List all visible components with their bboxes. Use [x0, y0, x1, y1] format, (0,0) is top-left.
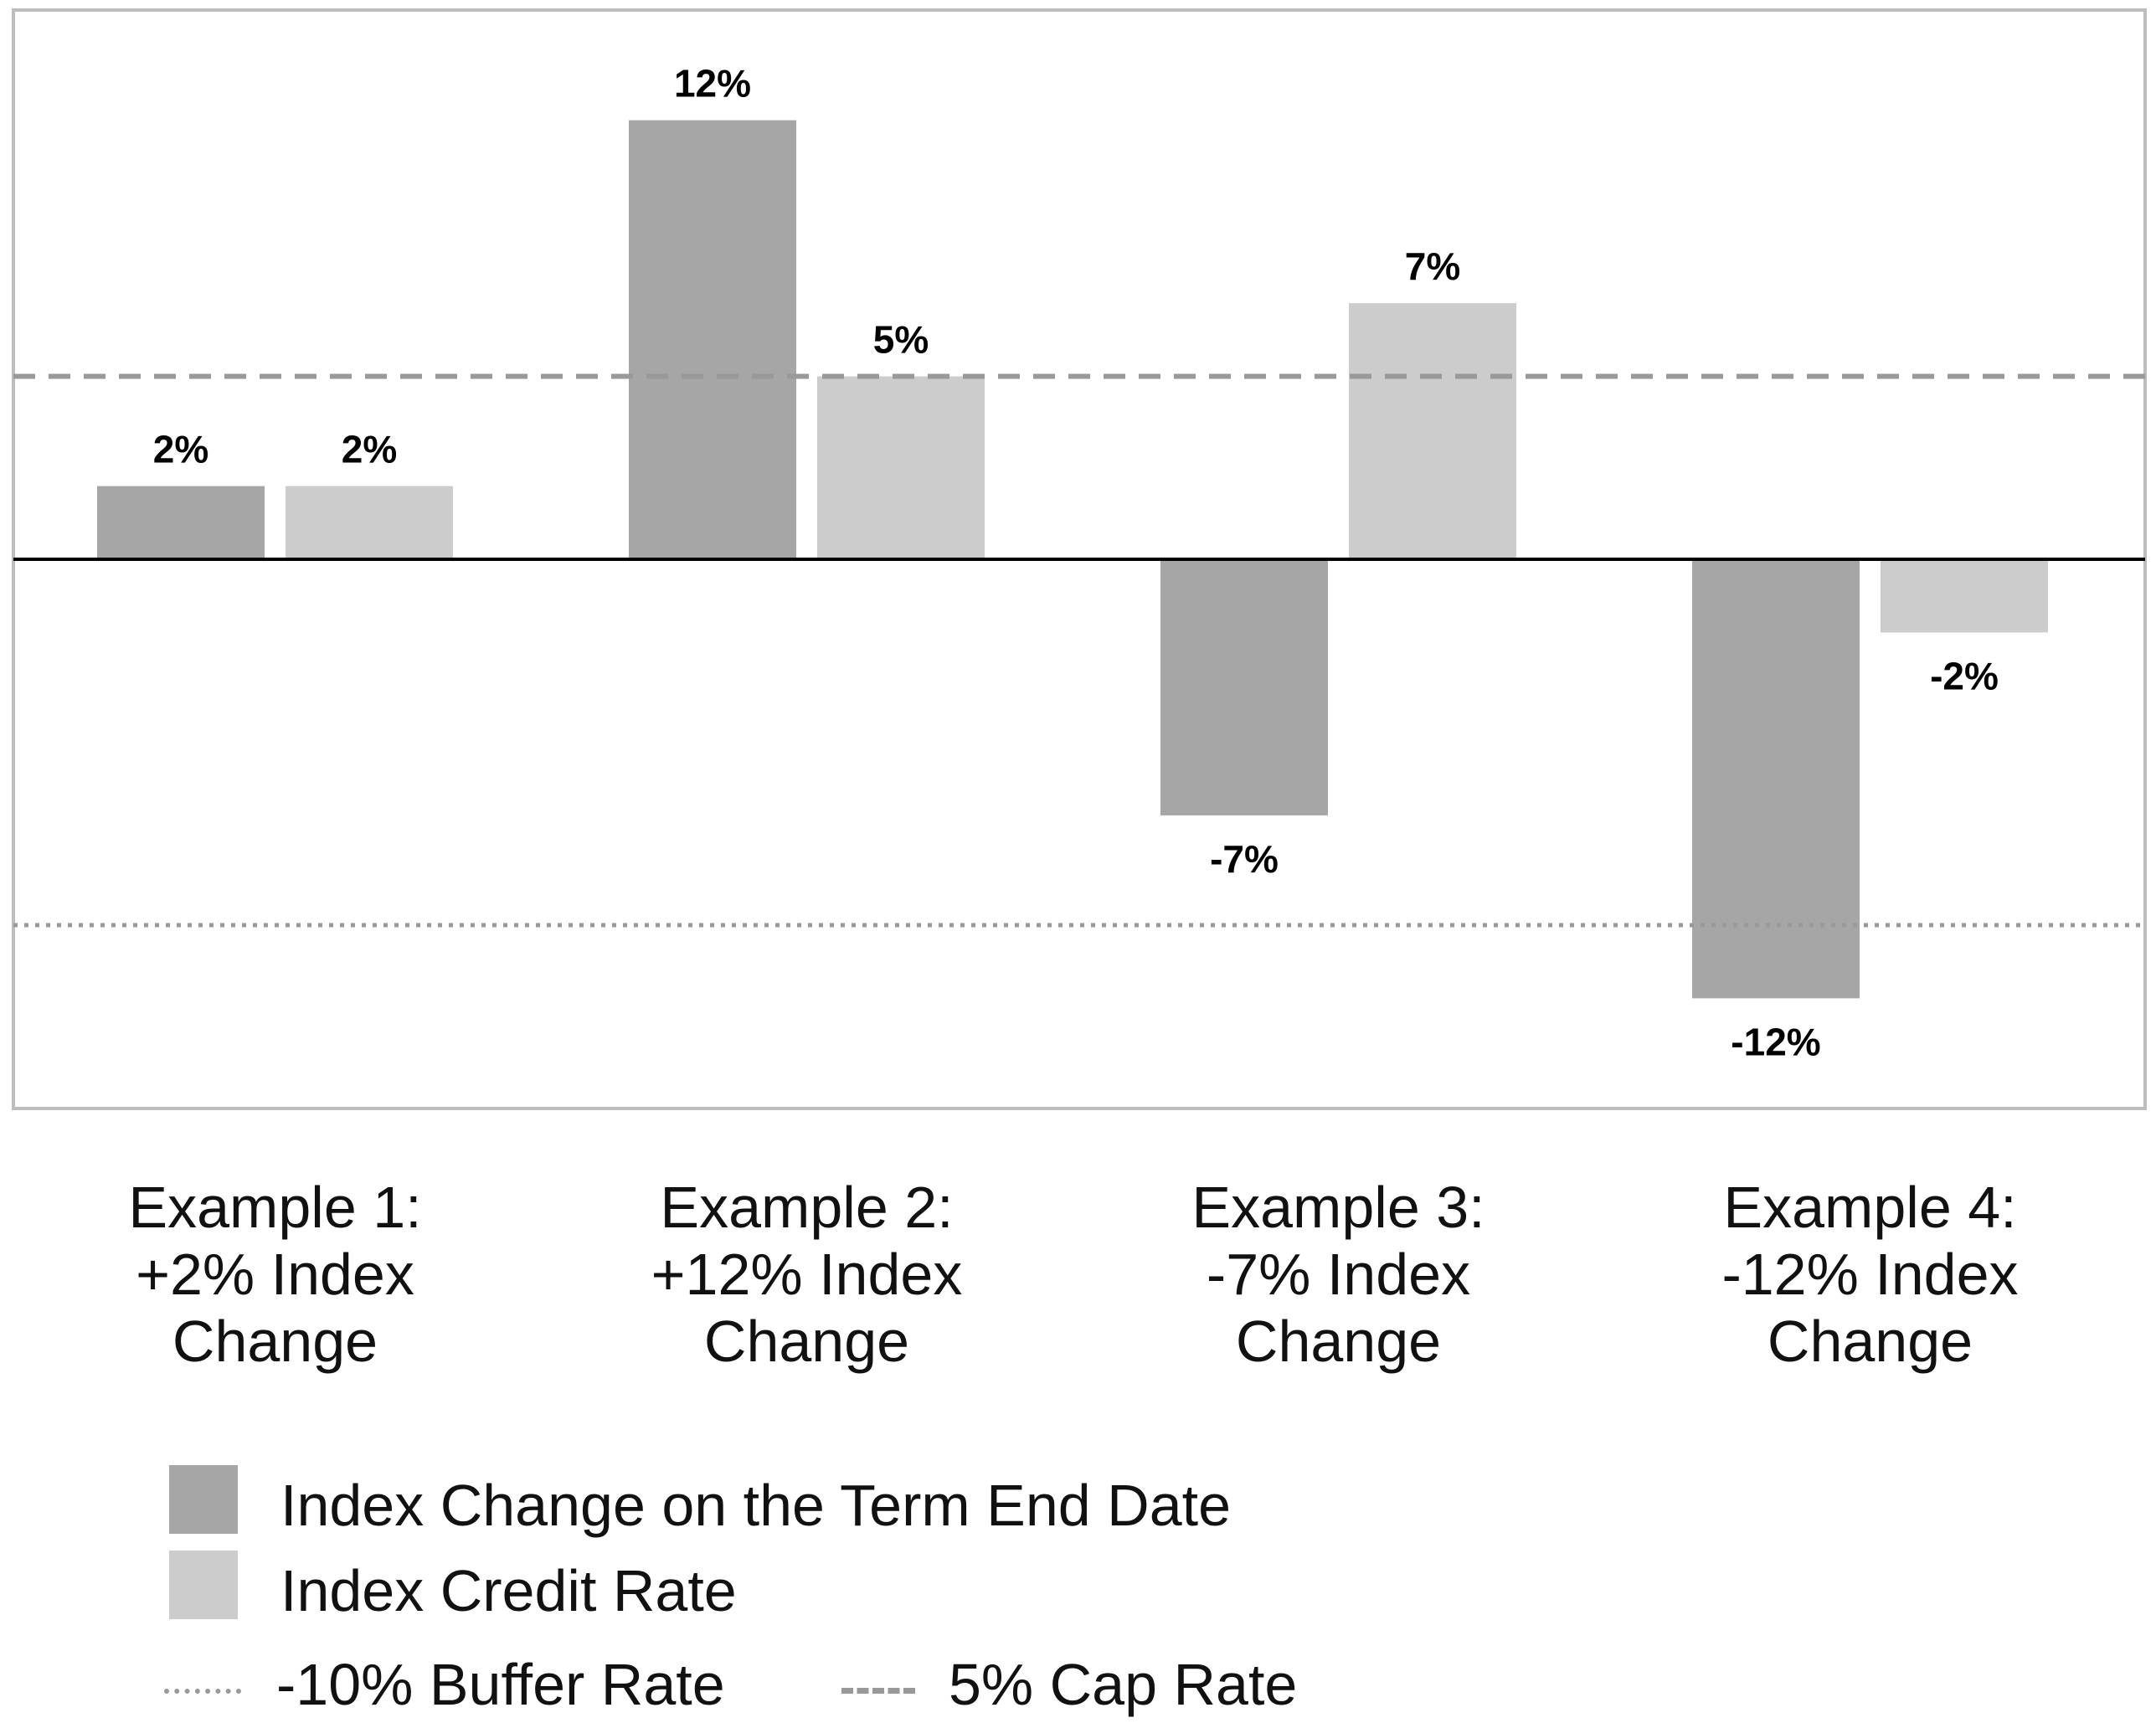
data-label-series2-cat3: 7% — [1405, 244, 1460, 288]
legend-dotted-line-icon — [164, 1689, 241, 1694]
legend-label-index-credit: Index Credit Rate — [280, 1558, 737, 1623]
category-label-4: Example 4: -12% Index Change — [1721, 1175, 2019, 1374]
bar-series1-cat3 — [1160, 559, 1328, 815]
data-label-series2-cat1: 2% — [342, 428, 397, 471]
legend-label-index-change: Index Change on the Term End Date — [280, 1473, 1232, 1538]
data-label-series1-cat2: 12% — [674, 62, 751, 105]
bar-series2-cat3 — [1349, 303, 1516, 559]
legend-swatch-index-change — [169, 1465, 238, 1534]
category-label-1: Example 1: +2% Index Change — [128, 1175, 422, 1374]
legend-label-buffer-rate: -10% Buffer Rate — [276, 1652, 725, 1717]
data-label-series1-cat4: -12% — [1731, 1020, 1820, 1063]
data-label-series2-cat4: -2% — [1930, 654, 1999, 697]
legend-swatch-index-credit — [169, 1551, 238, 1619]
bar-series2-cat1 — [286, 486, 453, 559]
bars-layer — [97, 120, 2048, 999]
category-label-3: Example 3: -7% Index Change — [1191, 1175, 1485, 1374]
data-label-series1-cat3: -7% — [1210, 837, 1279, 881]
bar-series2-cat4 — [1881, 559, 2048, 633]
data-labels-layer: 2% 2% 12% 5% -7% 7% -12% -2% — [153, 62, 1999, 1064]
bar-series2-cat2 — [817, 376, 985, 559]
legend-label-cap-rate: 5% Cap Rate — [949, 1652, 1298, 1717]
bar-series1-cat2 — [629, 120, 796, 560]
bar-series1-cat4 — [1692, 559, 1860, 999]
category-label-2: Example 2: +12% Index Change — [651, 1175, 963, 1374]
legend-dashed-line-icon — [841, 1688, 915, 1694]
data-label-series1-cat1: 2% — [153, 428, 208, 471]
data-label-series2-cat2: 5% — [873, 318, 929, 362]
reference-lines-layer — [13, 373, 2145, 928]
chart: 2% 2% 12% 5% -7% 7% -12% -2% — [12, 8, 2147, 1110]
bar-series1-cat1 — [97, 486, 265, 559]
